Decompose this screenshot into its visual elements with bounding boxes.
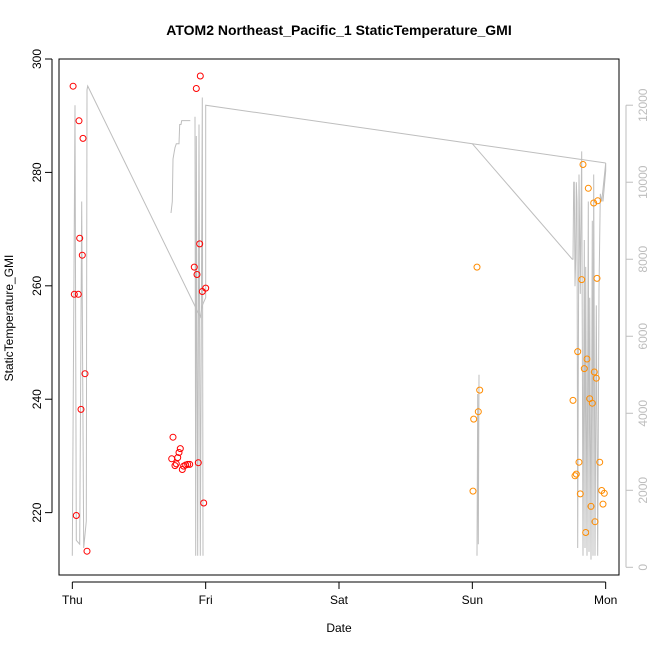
secondary-line bbox=[71, 84, 607, 560]
x-axis: Thu Fri Sat Sun Mon bbox=[62, 581, 617, 607]
data-point bbox=[580, 365, 588, 373]
data-point bbox=[584, 184, 592, 192]
data-point bbox=[72, 512, 80, 519]
data-point bbox=[599, 500, 607, 508]
x-tick-label: Fri bbox=[199, 593, 213, 607]
x-tick-label: Sat bbox=[330, 593, 349, 607]
chart-title: ATOM2 Northeast_Pacific_1 StaticTemperat… bbox=[166, 22, 511, 38]
data-point bbox=[78, 251, 86, 259]
data-point bbox=[202, 284, 210, 292]
data-point bbox=[79, 134, 87, 142]
data-point bbox=[169, 433, 177, 441]
data-point bbox=[582, 529, 590, 536]
data-point bbox=[576, 490, 584, 498]
data-point bbox=[579, 161, 587, 168]
secondary-line-segment bbox=[476, 374, 480, 556]
y-tick-label: 220 bbox=[30, 502, 44, 522]
data-points bbox=[69, 72, 608, 555]
data-point bbox=[571, 472, 579, 480]
y-axis: 220 240 260 280 300 bbox=[30, 49, 53, 523]
data-point bbox=[590, 368, 598, 376]
data-point bbox=[69, 82, 77, 90]
data-point bbox=[83, 547, 91, 555]
data-point bbox=[200, 499, 208, 507]
y-tick-label: 280 bbox=[30, 162, 44, 182]
y2-tick-label: 0 bbox=[636, 564, 650, 571]
data-point bbox=[572, 470, 580, 478]
data-point bbox=[587, 502, 595, 510]
data-point bbox=[583, 355, 591, 363]
data-point bbox=[578, 276, 586, 284]
x-tick-label: Thu bbox=[62, 593, 83, 607]
data-point bbox=[569, 396, 577, 404]
data-point bbox=[174, 454, 182, 462]
data-point bbox=[194, 459, 202, 467]
secondary-line-segment bbox=[194, 97, 204, 556]
y2-tick-label: 2000 bbox=[636, 477, 650, 504]
y-tick-label: 240 bbox=[30, 389, 44, 409]
data-point bbox=[588, 399, 596, 407]
data-point bbox=[76, 234, 84, 242]
data-point bbox=[474, 408, 482, 416]
data-point bbox=[192, 85, 200, 92]
secondary-line-segment bbox=[472, 143, 606, 164]
data-point bbox=[184, 460, 192, 468]
data-point bbox=[193, 271, 201, 278]
y-axis-label: StaticTemperature_GMI bbox=[2, 255, 16, 382]
data-point bbox=[590, 199, 598, 207]
data-point bbox=[81, 370, 89, 378]
data-point bbox=[75, 117, 83, 125]
data-point bbox=[77, 405, 85, 413]
data-point bbox=[74, 290, 82, 298]
data-point bbox=[593, 274, 601, 282]
data-point bbox=[574, 348, 582, 356]
data-point bbox=[175, 449, 183, 456]
data-point bbox=[186, 460, 194, 468]
data-point bbox=[176, 445, 184, 453]
plot-frame bbox=[58, 58, 620, 576]
y2-tick-label: 8000 bbox=[636, 246, 650, 273]
x-axis-label: Date bbox=[326, 621, 352, 635]
data-point bbox=[592, 374, 600, 382]
data-point bbox=[476, 386, 484, 394]
data-point bbox=[470, 415, 478, 423]
y-axis-right: 0 2000 4000 6000 8000 10000 12000 bbox=[625, 88, 650, 571]
data-point bbox=[70, 290, 78, 298]
y2-tick-label: 4000 bbox=[636, 400, 650, 427]
data-point bbox=[190, 263, 198, 271]
secondary-line-segment bbox=[170, 120, 191, 214]
data-point bbox=[591, 518, 599, 526]
data-point bbox=[575, 458, 583, 466]
x-tick-label: Sun bbox=[462, 593, 483, 607]
data-point bbox=[171, 462, 179, 470]
y2-tick-label: 6000 bbox=[636, 323, 650, 350]
data-point bbox=[596, 458, 604, 466]
secondary-series bbox=[71, 84, 607, 560]
data-point bbox=[469, 487, 477, 495]
y2-tick-label: 12000 bbox=[636, 88, 650, 122]
y-tick-label: 300 bbox=[30, 49, 44, 69]
y-tick-label: 260 bbox=[30, 275, 44, 295]
data-point bbox=[600, 489, 608, 497]
y2-tick-label: 10000 bbox=[636, 165, 650, 199]
data-point bbox=[178, 466, 186, 473]
data-point bbox=[196, 240, 204, 248]
data-point bbox=[196, 72, 204, 80]
data-point bbox=[473, 263, 481, 271]
data-point bbox=[172, 460, 180, 468]
data-point bbox=[594, 197, 602, 205]
x-tick-label: Mon bbox=[594, 593, 617, 607]
